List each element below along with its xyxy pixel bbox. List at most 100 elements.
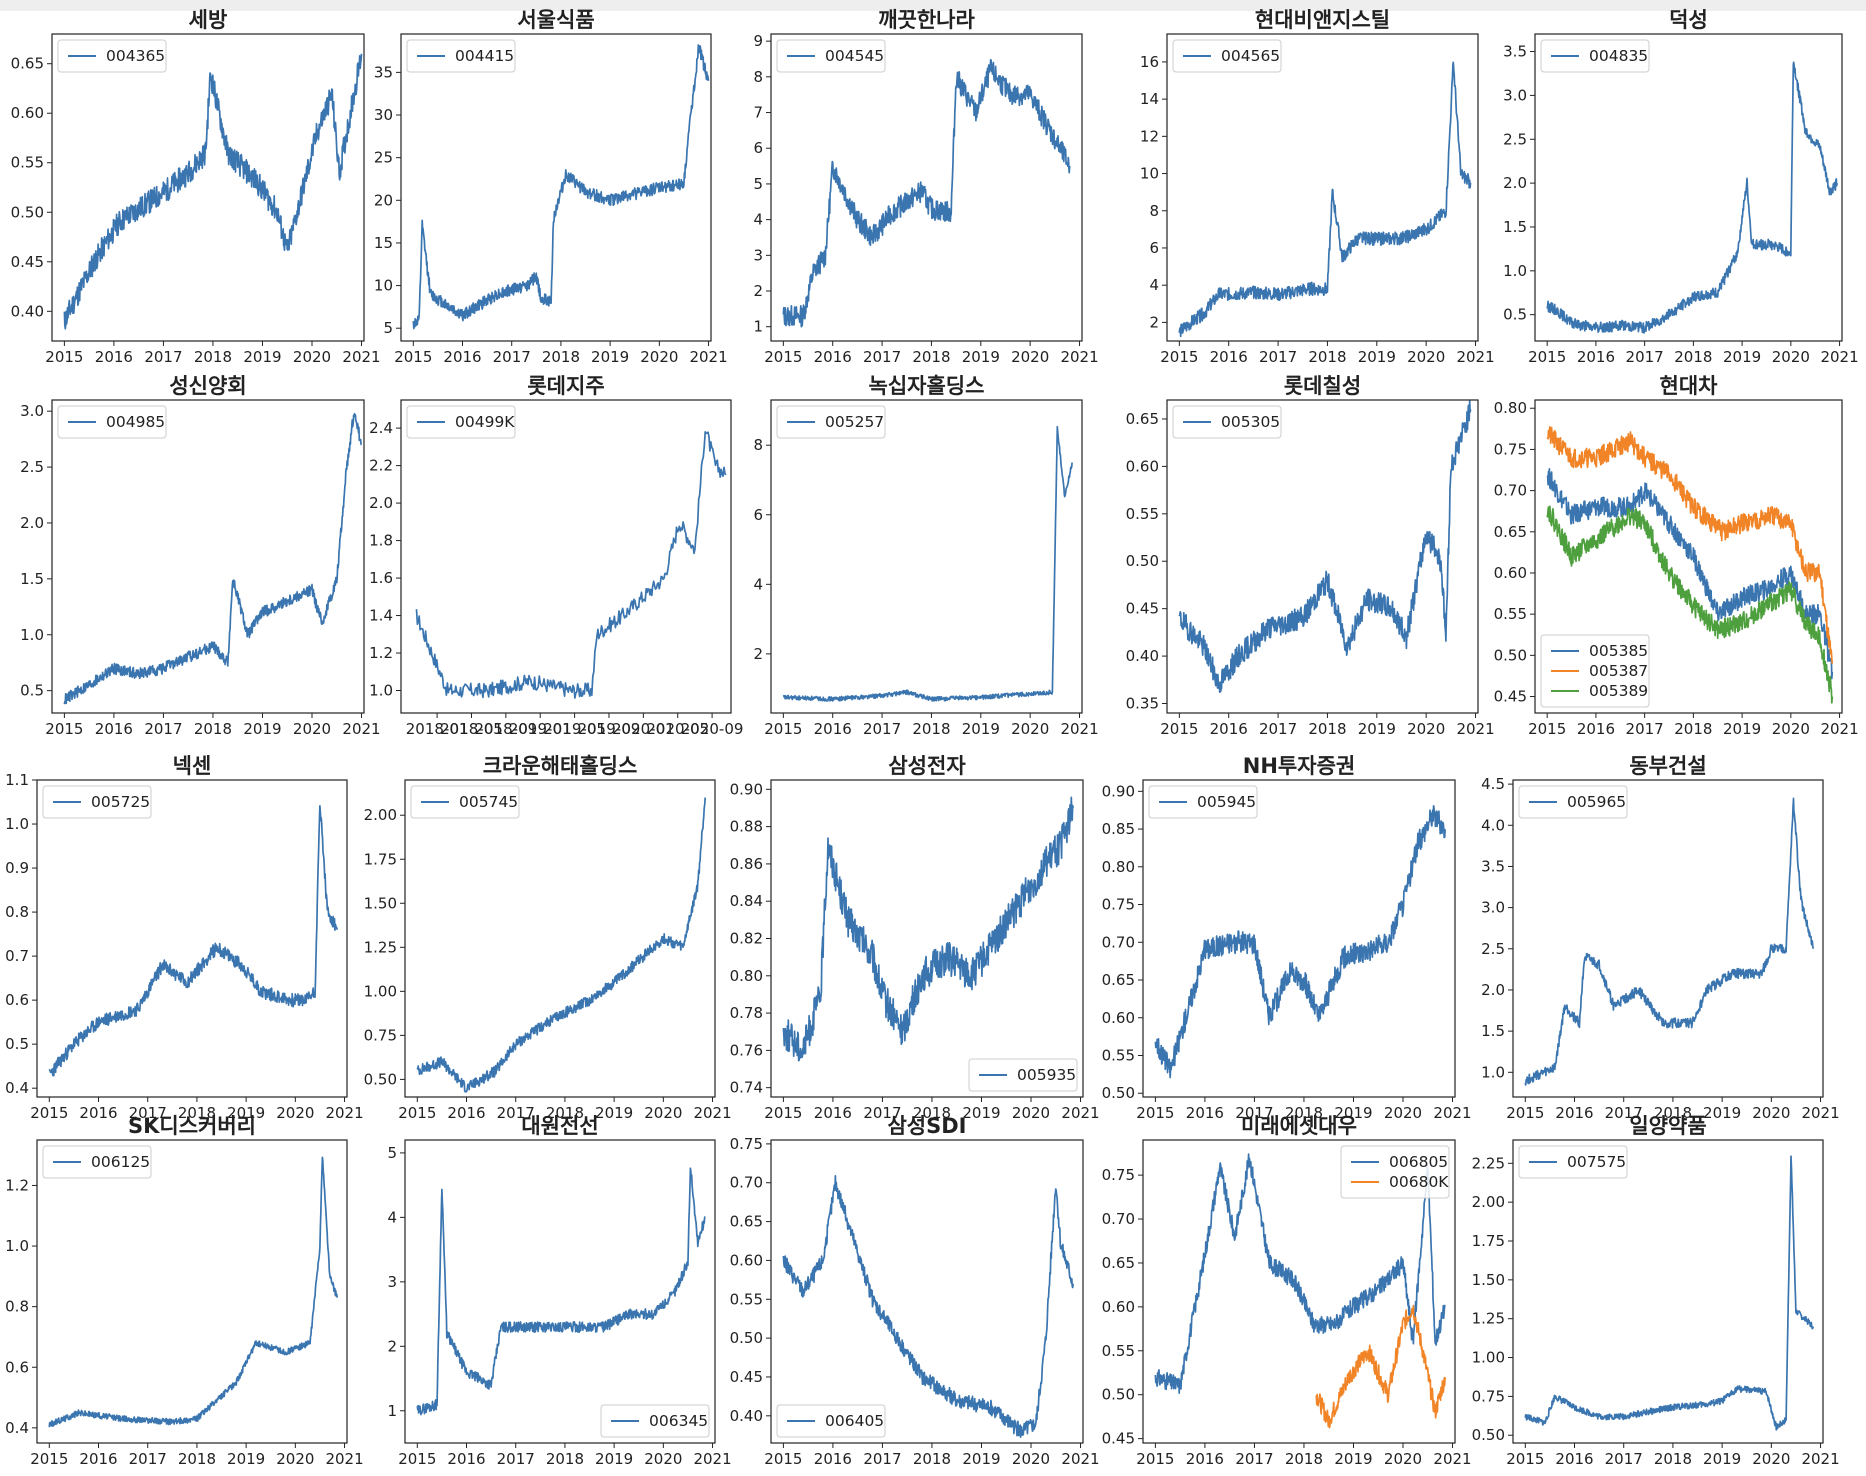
y-tick-label: 14 xyxy=(1140,90,1159,108)
x-tick-label: 2019 xyxy=(243,720,281,738)
x-tick-label: 2020 xyxy=(1752,1104,1790,1122)
y-tick-label: 0.70 xyxy=(1494,482,1527,500)
y-tick-label: 1.5 xyxy=(1481,1022,1505,1040)
x-tick-label: 2019 xyxy=(1358,348,1396,366)
x-tick-label: 2017 xyxy=(1626,720,1664,738)
x-tick-label: 2016 xyxy=(814,1450,852,1468)
y-tick-label: 0.65 xyxy=(730,1213,763,1231)
y-tick-label: 0.75 xyxy=(1472,1387,1505,1405)
legend-label: 005305 xyxy=(1221,413,1280,431)
plot-frame xyxy=(400,33,712,342)
y-tick-label: 0.80 xyxy=(1102,858,1135,876)
y-tick-label: 0.55 xyxy=(1102,1046,1135,1064)
y-tick-label: 0.90 xyxy=(1102,782,1135,800)
chart-title: 삼성전자 xyxy=(888,754,966,778)
y-tick-label: 0.50 xyxy=(1102,1386,1135,1404)
plot-frame xyxy=(770,779,1084,1098)
series-line-00680K xyxy=(1315,1304,1446,1429)
y-tick-label: 4 xyxy=(753,575,763,593)
x-tick-label: 2015 xyxy=(45,720,83,738)
series-line-004985 xyxy=(63,412,362,705)
x-tick-label: 2018-01 xyxy=(406,720,469,738)
plot-frame xyxy=(51,33,365,342)
panel-17: 삼성SDI 2015 2016 2017 2018 2019 2020 2021 0.40 0.4… xyxy=(730,1114,1100,1468)
legend-label: 00499K xyxy=(455,413,515,431)
legend-box xyxy=(968,1058,1078,1092)
x-tick-label: 2019 xyxy=(1358,720,1396,738)
y-tick-label: 0.5 xyxy=(20,682,44,700)
chart-title: 덕성 xyxy=(1669,8,1708,32)
legend: 004835 xyxy=(1540,39,1650,73)
x-tick-label: 2020 xyxy=(1772,720,1810,738)
x-tick-label: 2015 xyxy=(45,348,83,366)
legend-box xyxy=(406,39,516,73)
y-tick-label: 3.5 xyxy=(1503,43,1527,61)
x-tick-label: 2018 xyxy=(178,1450,216,1468)
x-tick-label: 2020-05 xyxy=(646,720,709,738)
y-tick-label: 2.5 xyxy=(1481,940,1505,958)
y-tick-label: 12 xyxy=(1140,127,1159,145)
x-tick-label: 2017 xyxy=(1259,348,1297,366)
x-tick-label: 2015 xyxy=(764,1104,802,1122)
x-tick-label: 2020 xyxy=(1752,1450,1790,1468)
series-line-004545 xyxy=(782,58,1071,328)
y-tick-label: 0.75 xyxy=(1494,440,1527,458)
y-tick-label: 1.00 xyxy=(1472,1349,1505,1367)
y-tick-label: 0.4 xyxy=(5,1079,29,1097)
legend-box xyxy=(1340,1145,1450,1199)
plot-frame xyxy=(1166,33,1479,342)
y-tick-label: 0.65 xyxy=(1494,523,1527,541)
series-line-005745 xyxy=(416,797,707,1093)
legend: 006125 xyxy=(42,1145,152,1179)
x-tick-label: 2017 xyxy=(863,1450,901,1468)
x-tick-label: 2019 xyxy=(1334,1104,1372,1122)
series-line-006345 xyxy=(416,1167,706,1416)
x-tick-label: 2018-05 xyxy=(440,720,503,738)
plot-frame xyxy=(36,779,348,1098)
x-tick-label: 2021 xyxy=(1060,348,1098,366)
chart-title: 삼성SDI xyxy=(887,1114,966,1138)
x-tick-label: 2018 xyxy=(912,348,950,366)
x-tick-label: 2020 xyxy=(1407,720,1445,738)
x-tick-label: 2019 xyxy=(1703,1450,1741,1468)
x-tick-label: 2021 xyxy=(693,1450,731,1468)
y-tick-label: 0.55 xyxy=(1102,1342,1135,1360)
y-tick-label: 1.0 xyxy=(5,815,29,833)
series-line-004565 xyxy=(1178,61,1472,338)
y-tick-label: 1.75 xyxy=(1472,1232,1505,1250)
x-tick-label: 2015 xyxy=(764,1450,802,1468)
y-tick-label: 5 xyxy=(753,175,763,193)
plot-frame xyxy=(770,33,1083,342)
legend-label: 006805 xyxy=(1389,1153,1448,1171)
legend: 005745 xyxy=(410,785,520,819)
plot-frame xyxy=(770,1139,1084,1444)
x-tick-label: 2020-09 xyxy=(681,720,744,738)
x-tick-label: 2017 xyxy=(1605,1104,1643,1122)
y-tick-label: 0.90 xyxy=(730,780,763,798)
y-tick-label: 0.76 xyxy=(730,1041,763,1059)
legend-box xyxy=(1518,785,1628,819)
legend-label: 004365 xyxy=(106,47,165,65)
panel-1: 서울식품 2015 2016 2017 2018 2019 2020 2021 5 10 15 20 2… xyxy=(374,8,728,366)
y-tick-label: 5 xyxy=(383,319,393,337)
y-tick-label: 1.00 xyxy=(364,982,397,1000)
y-tick-label: 4 xyxy=(1149,276,1159,294)
x-tick-label: 2015 xyxy=(1528,348,1566,366)
y-tick-label: 0.55 xyxy=(11,154,44,172)
chart-title: 녹십자홀딩스 xyxy=(869,374,985,398)
y-tick-label: 2.2 xyxy=(369,457,393,475)
y-tick-label: 0.75 xyxy=(1102,896,1135,914)
x-tick-label: 2017 xyxy=(493,348,531,366)
series-line-004415 xyxy=(412,44,710,330)
y-tick-label: 2 xyxy=(1149,313,1159,331)
x-tick-label: 2020 xyxy=(640,348,678,366)
legend-box xyxy=(1172,405,1282,439)
x-tick-label: 2018 xyxy=(194,720,232,738)
x-tick-label: 2021 xyxy=(1456,720,1494,738)
y-tick-label: 0.4 xyxy=(5,1419,29,1437)
plot-frame xyxy=(1142,1139,1456,1444)
y-tick-label: 1.5 xyxy=(20,570,44,588)
legend-label: 004985 xyxy=(106,413,165,431)
panel-19: 일양약품 2015 2016 2017 2018 2019 2020 2021 0.50 0.75… xyxy=(1472,1114,1840,1468)
y-tick-label: 1.4 xyxy=(369,607,393,625)
